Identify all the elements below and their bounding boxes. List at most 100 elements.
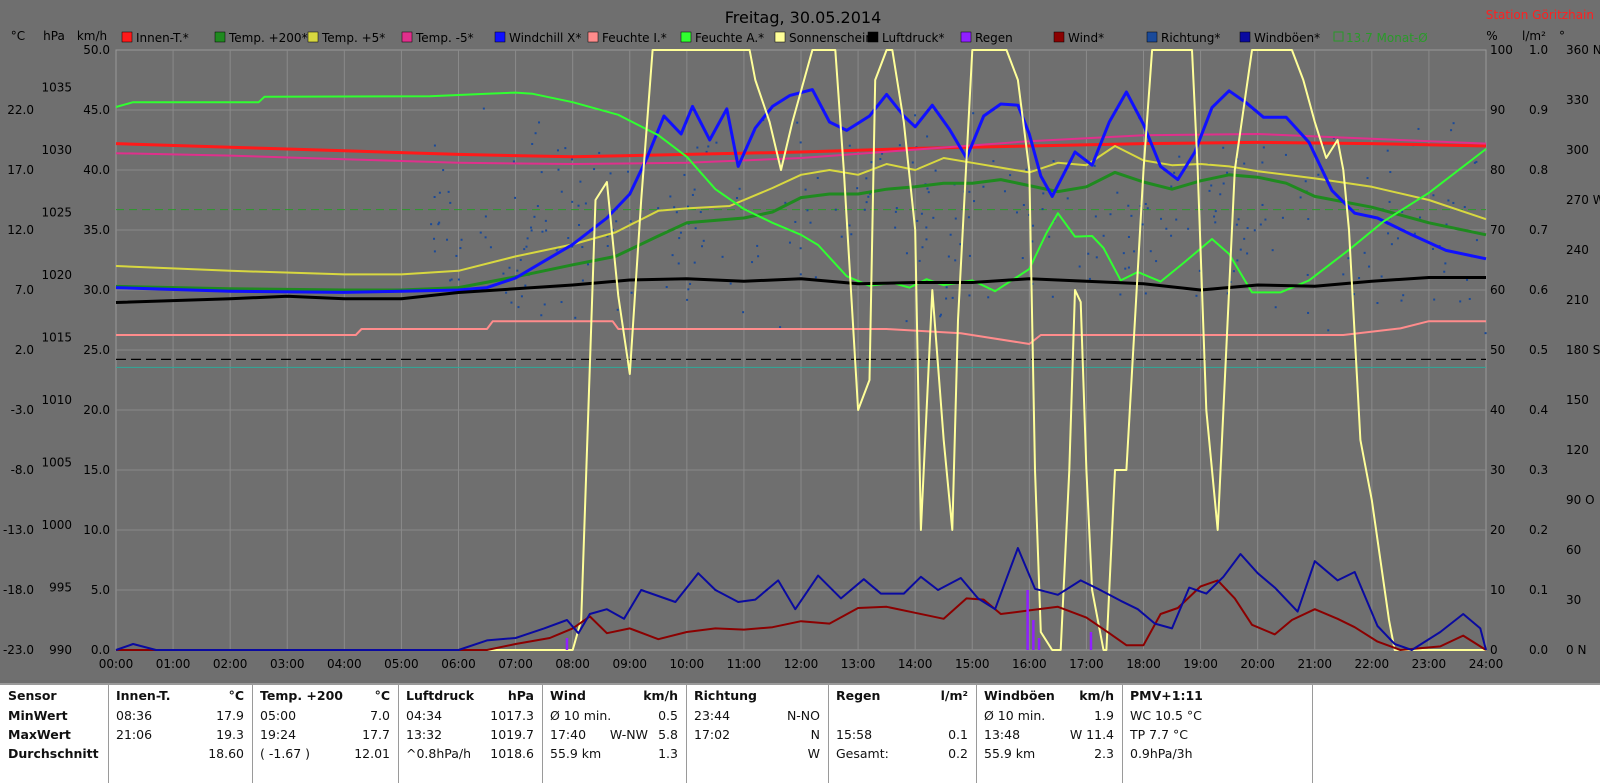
- stats-header: PMV+1:11: [1130, 688, 1203, 703]
- stats-unit: km/h: [1079, 688, 1114, 703]
- pressure-tick-label: 1000: [41, 518, 72, 532]
- direction-point: [850, 233, 853, 236]
- direction-point: [865, 177, 868, 180]
- legend-label-wind: Wind*: [1068, 31, 1104, 45]
- pressure-tick-label: 1015: [41, 331, 72, 345]
- direction-point: [526, 237, 529, 240]
- stats-header-row: Sensor: [0, 687, 108, 705]
- unit-label-left: hPa: [43, 29, 65, 43]
- direction-point: [1175, 218, 1178, 221]
- x-tick-label: 02:00: [213, 657, 248, 671]
- stats-cell: Gesamt:: [836, 746, 889, 761]
- stats-cell: 17.9: [216, 708, 244, 723]
- direction-point: [881, 152, 884, 155]
- direction-point: [665, 286, 668, 289]
- direction-point: [939, 313, 942, 316]
- direction-point: [1246, 252, 1249, 255]
- stats-cell: N: [810, 727, 820, 742]
- direction-point: [455, 254, 458, 257]
- series-line-luftdruck: [115, 276, 1486, 304]
- direction-point: [687, 288, 690, 291]
- direction-point: [879, 158, 882, 161]
- series-line-tempm5: [115, 133, 1487, 165]
- direction-point: [779, 326, 782, 329]
- legend-swatch-temp200: [214, 31, 226, 43]
- rain-tick-label: 0.1: [1529, 583, 1548, 597]
- percent-tick-label: 100: [1490, 43, 1513, 57]
- direction-point: [1214, 221, 1217, 224]
- stats-cell: 17:02: [694, 727, 731, 742]
- legend-swatch-luftdruck: [867, 31, 879, 43]
- legend-label-temp5: Temp. +5*: [321, 31, 385, 45]
- stats-cell: W 11.4: [1069, 727, 1114, 742]
- direction-point: [788, 241, 791, 244]
- direction-point: [868, 192, 871, 195]
- direction-point: [693, 188, 696, 191]
- stats-row: 19:24 17.7: [252, 726, 398, 744]
- direction-point: [863, 208, 866, 211]
- stats-row: 04:34 1017.3: [398, 707, 542, 725]
- stats-row: MaxWert: [0, 726, 108, 744]
- direction-point: [1452, 122, 1455, 125]
- direction-point: [1307, 218, 1310, 221]
- stats-header: Innen-T.: [116, 688, 171, 703]
- stats-row: 55.9 km 1.3: [542, 745, 686, 763]
- x-tick-label: 13:00: [841, 657, 876, 671]
- direction-point: [914, 114, 917, 117]
- legend-label-tempm5: Temp. -5*: [415, 31, 474, 45]
- direction-point: [1093, 164, 1096, 167]
- direction-point: [927, 191, 930, 194]
- stats-cell: WC 10.5 °C: [1130, 708, 1202, 723]
- direction-point: [1226, 292, 1229, 295]
- stats-header-row: Richtung: [686, 687, 828, 705]
- direction-point: [982, 185, 985, 188]
- direction-point: [809, 221, 812, 224]
- direction-point: [699, 211, 702, 214]
- direction-point: [571, 245, 574, 248]
- direction-point: [911, 161, 914, 164]
- x-tick-label: 14:00: [898, 657, 933, 671]
- stats-row: 13:48 W 11.4: [976, 726, 1122, 744]
- temp-tick-label: 7.0: [15, 283, 34, 297]
- direction-point: [571, 158, 574, 161]
- direction-point: [1327, 329, 1330, 332]
- legend-swatch-regen: [960, 31, 972, 43]
- percent-tick-label: 40: [1490, 403, 1505, 417]
- stats-row: [686, 764, 828, 782]
- series-line-temp5: [115, 145, 1487, 276]
- stats-cell: 17:40: [550, 727, 587, 742]
- stats-cell: 55.9 km: [550, 746, 602, 761]
- stats-row: Gesamt: 0.2: [828, 745, 976, 763]
- direction-point: [932, 216, 935, 219]
- direction-point: [450, 278, 453, 281]
- direction-point: [1109, 213, 1112, 216]
- direction-point: [947, 255, 950, 258]
- direction-point: [1299, 196, 1302, 199]
- series-line-temp200: [115, 170, 1487, 292]
- stats-cell: 0.9hPa/3h: [1130, 746, 1193, 761]
- stats-header-row: PMV+1:11: [1122, 687, 1312, 705]
- stats-cell: 21:06: [116, 727, 153, 742]
- stats-column: Temp. +200 °C 05:00 7.0 19:24 17.7 ( -1.67 ) 12…: [252, 685, 399, 783]
- direction-point: [514, 196, 517, 199]
- stats-cell: 1.3: [658, 746, 678, 761]
- direction-point: [541, 230, 544, 233]
- stats-cell: Ø 10 min.: [984, 708, 1046, 723]
- direction-point: [611, 228, 614, 231]
- direction-point: [796, 121, 799, 124]
- wind-tick-label: 20.0: [83, 403, 110, 417]
- direction-point: [925, 238, 928, 241]
- direction-point: [1281, 216, 1284, 219]
- direction-point: [1155, 260, 1158, 263]
- stats-header: Wind: [550, 688, 586, 703]
- direction-point: [1431, 247, 1434, 250]
- stats-cell: 1017.3: [490, 708, 534, 723]
- direction-point: [1025, 168, 1028, 171]
- series-line-wind: [116, 579, 1487, 651]
- legend-swatch-wind: [1053, 31, 1065, 43]
- x-tick-label: 19:00: [1183, 657, 1218, 671]
- direction-tick-label: 150: [1566, 393, 1589, 407]
- direction-point: [1127, 266, 1130, 269]
- direction-point: [1243, 237, 1246, 240]
- direction-point: [673, 206, 676, 209]
